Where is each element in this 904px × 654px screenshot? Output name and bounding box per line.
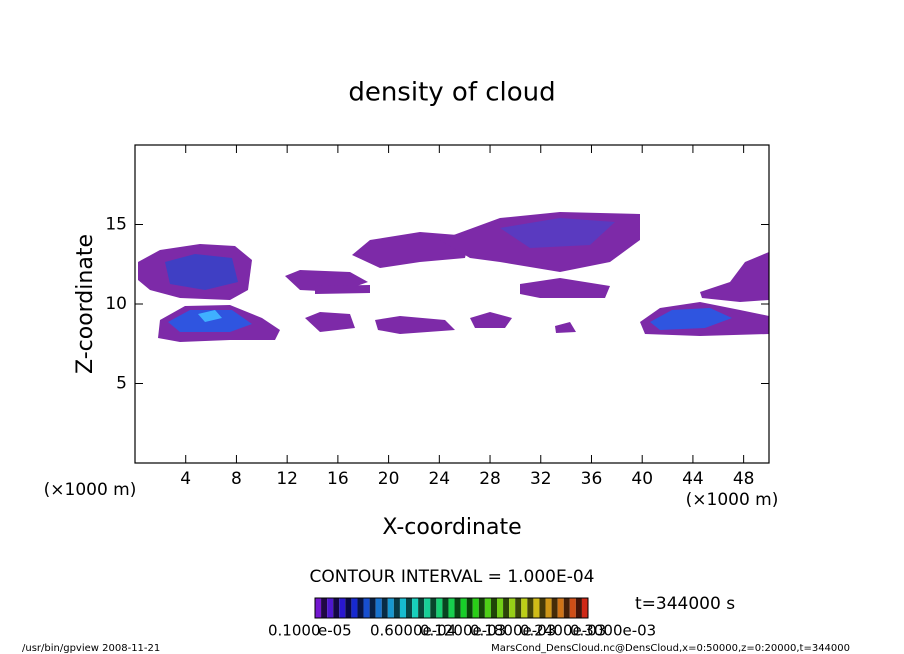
time-label: t=344000 s (635, 594, 735, 614)
colorbar-stripe (351, 598, 358, 618)
colorbar-label: 0.1200e-03 (420, 622, 506, 640)
x-tick-label: 24 (428, 469, 450, 489)
footer-right: MarsCond_DensCloud.nc@DensCloud,x=0:5000… (491, 643, 850, 654)
y-tick-label: 10 (105, 294, 127, 314)
x-tick-label: 16 (327, 469, 349, 489)
colorbar-stripe (557, 598, 564, 618)
colorbar-label: 0.2400e-03 (520, 622, 606, 640)
colorbar-stripe (472, 598, 479, 618)
colorbar-stripe (545, 598, 552, 618)
colorbar-stripe (539, 598, 546, 618)
colorbar-stripe (484, 598, 491, 618)
colorbar-stripe (327, 598, 334, 618)
colorbar-stripe (418, 598, 425, 618)
colorbar-stripe (430, 598, 437, 618)
x-tick-label: 20 (378, 469, 400, 489)
colorbar-stripe (503, 598, 510, 618)
chart-title: density of cloud (348, 78, 555, 108)
colorbar-stripe (381, 598, 388, 618)
x-axis-label: X-coordinate (382, 515, 521, 540)
colorbar-stripe (369, 598, 376, 618)
colorbar-stripe (515, 598, 522, 618)
colorbar-stripe (448, 598, 455, 618)
colorbar-stripe (490, 598, 497, 618)
colorbar-stripe (387, 598, 394, 618)
colorbar-frame (314, 597, 589, 619)
x-tick-label: 32 (530, 469, 552, 489)
colorbar-stripe (569, 598, 576, 618)
colorbar-stripe (509, 598, 516, 618)
x-tick-label: 48 (733, 469, 755, 489)
colorbar-stripe (478, 598, 485, 618)
colorbar-stripe (406, 598, 413, 618)
colorbar-stripe (315, 598, 322, 618)
colorbar-label: 0.1800e-03 (470, 622, 556, 640)
colorbar-stripe (424, 598, 431, 618)
x-tick-label: 8 (231, 469, 242, 489)
colorbar-stripe (460, 598, 467, 618)
colorbar-label: 0.6000e-04 (370, 622, 456, 640)
colorbar-label: e-05 (318, 622, 352, 640)
y-tick-label: 5 (116, 374, 127, 394)
x-unit-left: (×1000 m) (44, 480, 137, 500)
colorbar-stripe (339, 598, 346, 618)
colorbar-label: 0.1000 (268, 622, 321, 640)
colorbar-stripe (533, 598, 540, 618)
colorbar-stripe (527, 598, 534, 618)
colorbar-stripe (454, 598, 461, 618)
x-tick-label: 4 (180, 469, 191, 489)
colorbar-stripe (375, 598, 382, 618)
colorbar-stripe (563, 598, 570, 618)
colorbar-stripe (436, 598, 443, 618)
colorbar-stripe (357, 598, 364, 618)
colorbar-stripe (581, 598, 588, 618)
colorbar-stripe (466, 598, 473, 618)
colorbar-stripe (345, 598, 352, 618)
colorbar-stripe (442, 598, 449, 618)
colorbar-stripe (363, 598, 370, 618)
colorbar-stripe (399, 598, 406, 618)
x-tick-label: 28 (479, 469, 501, 489)
colorbar-stripe (551, 598, 558, 618)
colorbar-stripe (393, 598, 400, 618)
x-tick-label: 44 (682, 469, 704, 489)
x-tick-label: 12 (276, 469, 298, 489)
colorbar-stripe (412, 598, 419, 618)
colorbar-label: 0.3000e-03 (570, 622, 656, 640)
footer-left: /usr/bin/gpview 2008-11-21 (22, 643, 160, 654)
x-tick-label: 40 (631, 469, 653, 489)
colorbar-stripe (333, 598, 340, 618)
x-tick-label: 36 (581, 469, 603, 489)
colorbar-stripe (521, 598, 528, 618)
y-axis-label: Z-coordinate (73, 234, 98, 374)
colorbar (315, 598, 588, 618)
y-tick-label: 15 (105, 215, 127, 235)
plot-frame (134, 144, 770, 464)
colorbar-stripe (497, 598, 504, 618)
cloud-patches (138, 212, 769, 342)
colorbar-stripe (575, 598, 582, 618)
contour-interval: CONTOUR INTERVAL = 1.000E-04 (310, 567, 595, 587)
colorbar-stripe (321, 598, 328, 618)
x-unit-right: (×1000 m) (686, 490, 779, 510)
